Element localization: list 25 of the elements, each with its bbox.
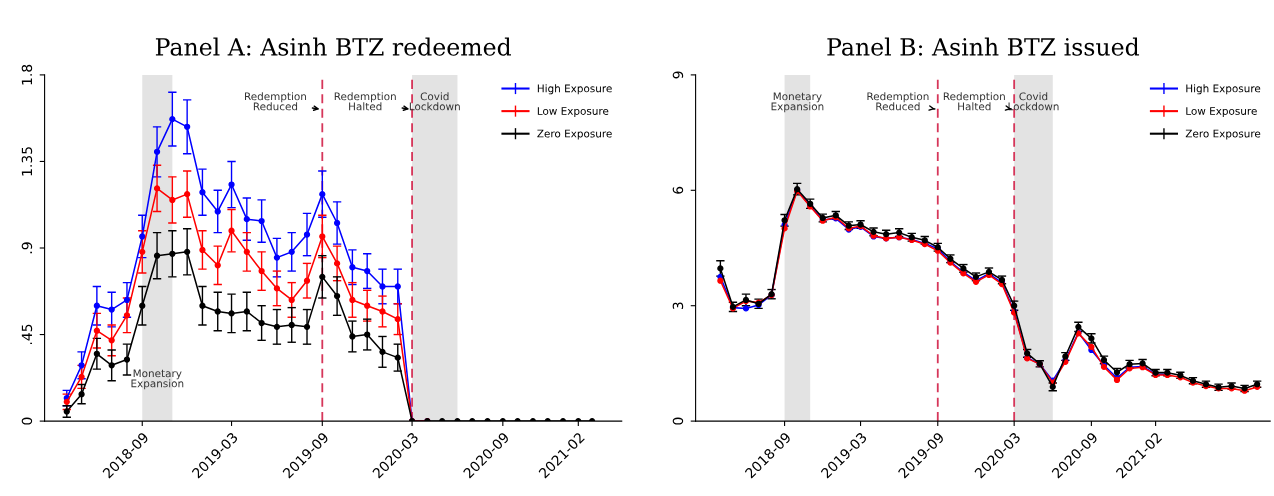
y-tick-label: 9	[672, 71, 684, 79]
legend-label: High Exposure	[1186, 84, 1261, 95]
y-tick-label: 0	[672, 417, 684, 425]
band-label: Monetary Expansion	[771, 92, 824, 113]
legend-label: High Exposure	[537, 84, 612, 95]
legend-label: Zero Exposure	[537, 129, 612, 140]
ref-line-label: Redemption Halted	[943, 92, 1005, 111]
band-label: Covid Lockdown	[1008, 92, 1059, 111]
legend-label: Low Exposure	[537, 107, 609, 117]
ref-line-label: Redemption Reduced	[867, 92, 929, 111]
chart-title: Panel A: Asinh BTZ redeemed	[155, 37, 511, 56]
y-tick-label: 1.8	[21, 64, 33, 85]
chart-title: Panel B: Asinh BTZ issued	[827, 37, 1140, 56]
ref-line-label: Redemption Reduced	[245, 92, 307, 111]
legend-label: Low Exposure	[1186, 107, 1257, 117]
y-tick-label: 3	[672, 302, 684, 310]
ref-line-label: Redemption Halted	[334, 92, 396, 111]
band-label: Covid Lockdown	[409, 92, 460, 111]
legend-label: Zero Exposure	[1185, 129, 1261, 140]
y-tick-label: 0	[21, 417, 33, 425]
y-tick-label: .9	[21, 242, 33, 254]
y-tick-label: 6	[672, 186, 684, 194]
y-tick-label: .45	[21, 324, 33, 345]
y-tick-label: 1.35	[21, 147, 33, 176]
band-label: Monetary Expansion	[131, 369, 184, 390]
